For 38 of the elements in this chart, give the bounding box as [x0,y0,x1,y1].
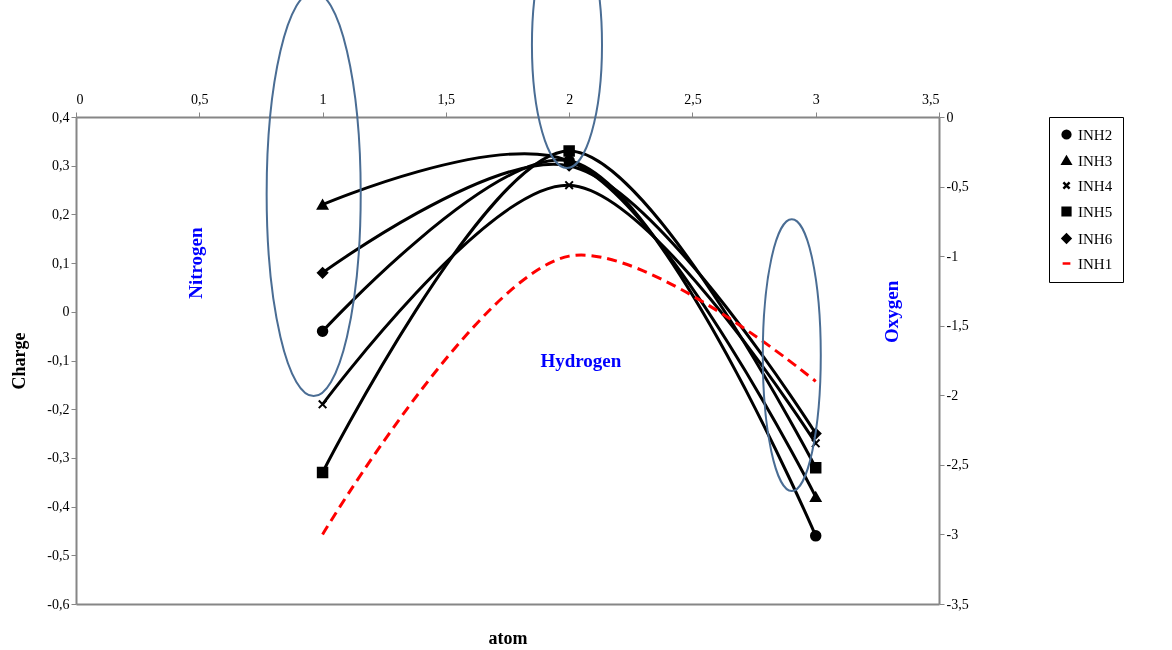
x-tick-label: 0 [76,91,84,107]
annotation: Nitrogen [184,226,206,299]
y-axis-title: Charge [9,332,30,390]
y2-tick-label: -1 [946,248,959,264]
y-tick-label: -0,3 [47,450,70,466]
x-tick-label: 0,5 [191,91,209,107]
y-tick-label: 0,4 [52,109,70,125]
x-tick-label: 3,5 [922,91,940,107]
x-tick-label: 1,5 [437,91,456,107]
x-tick-label: 1 [319,91,327,107]
y-tick-label: 0 [62,304,70,320]
y-tick-label: -0,4 [47,499,70,515]
legend-label: INH3 [1078,152,1113,169]
y-tick-label: -0,5 [47,547,70,563]
y-tick-label: -0,2 [47,401,70,417]
legend-label: INH6 [1078,230,1113,247]
y-tick-label: 0,1 [52,255,70,271]
y2-tick-label: -2,5 [946,457,969,473]
annotation: Hydrogen [540,349,622,371]
legend-label: INH1 [1078,255,1113,272]
y-tick-label: 0,3 [52,158,70,174]
x-tick-label: 2 [566,91,574,107]
y2-tick-label: -0,5 [946,179,969,195]
y2-tick-label: -1,5 [946,318,969,334]
y2-tick-label: 0 [946,109,954,125]
legend-label: INH2 [1078,126,1113,143]
y2-tick-label: -3,5 [946,596,969,612]
legend-label: INH4 [1078,177,1113,194]
legend-label: INH5 [1078,203,1113,220]
x-tick-label: 3 [812,91,820,107]
annotation: Oxygen [880,280,902,343]
y2-tick-label: -3 [946,526,959,542]
y-tick-label: -0,6 [47,596,70,612]
y-tick-label: -0,1 [47,353,70,368]
y2-tick-label: -2 [946,387,959,403]
y-tick-label: 0,2 [52,206,70,222]
x-axis-title: atom [488,627,528,648]
x-tick-label: 2,5 [684,91,702,107]
